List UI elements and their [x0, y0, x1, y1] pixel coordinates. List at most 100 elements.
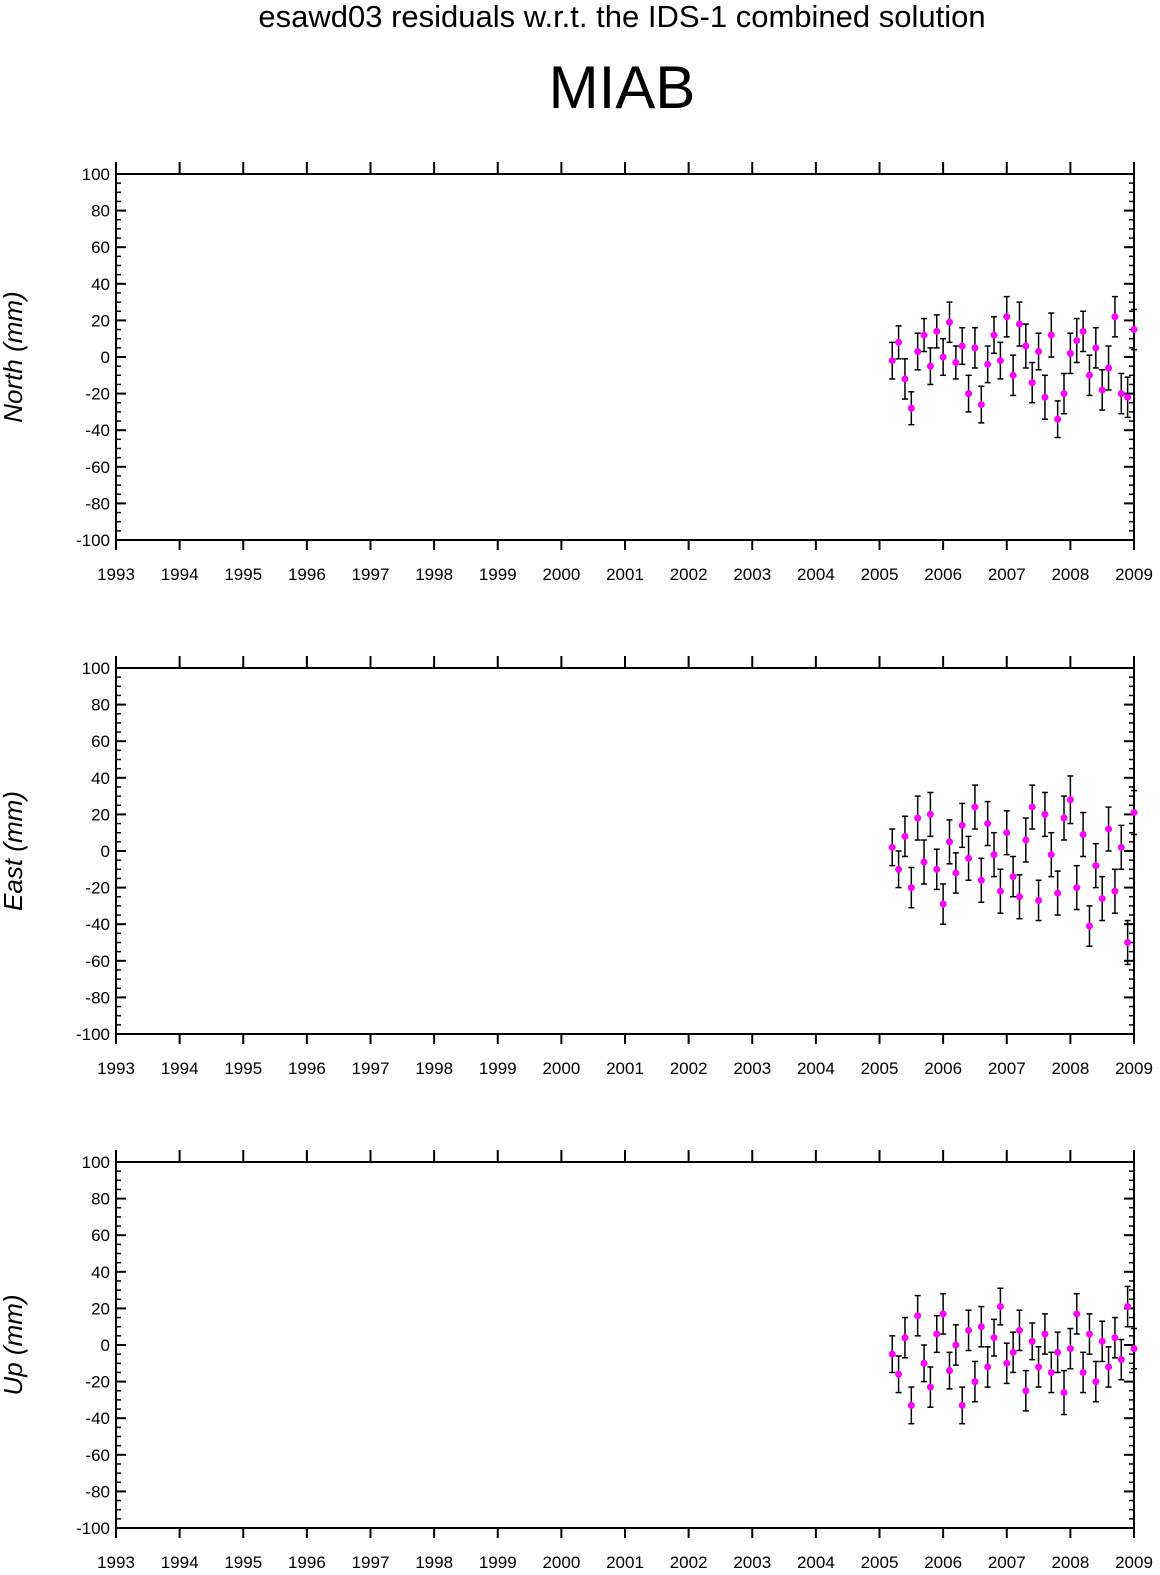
data-point: [977, 1323, 985, 1331]
data-point: [1028, 379, 1036, 387]
data-point: [1028, 1337, 1036, 1345]
data-point: [914, 1312, 922, 1320]
data-point: [920, 331, 928, 339]
data-point: [926, 810, 934, 818]
data-point: [958, 342, 966, 350]
y-tick-label: -20: [85, 879, 110, 898]
data-point: [1130, 1345, 1138, 1353]
data-point: [1105, 364, 1113, 372]
data-point: [965, 1326, 973, 1334]
north-plot-frame: [115, 173, 1135, 541]
y-tick-label: 0: [101, 348, 110, 367]
y-tick-label: -40: [85, 915, 110, 934]
data-point: [1054, 1348, 1062, 1356]
data-point: [1047, 331, 1055, 339]
x-tick-label: 1995: [224, 1059, 262, 1078]
data-point: [1009, 873, 1017, 881]
data-point: [1117, 843, 1125, 851]
x-tick-label: 2008: [1051, 1059, 1089, 1078]
y-tick-label: 40: [91, 275, 110, 294]
y-tick-label: -60: [85, 952, 110, 971]
y-tick-label: -40: [85, 421, 110, 440]
east-plot-frame: [115, 667, 1135, 1035]
data-point: [1105, 825, 1113, 833]
y-tick-label: -20: [85, 385, 110, 404]
x-tick-label: 1999: [479, 1059, 517, 1078]
data-point: [1130, 809, 1138, 817]
x-tick-label: 1993: [97, 1553, 135, 1572]
data-point: [1073, 1310, 1081, 1318]
data-point: [952, 869, 960, 877]
data-point: [971, 344, 979, 352]
data-point: [958, 821, 966, 829]
y-tick-label: 100: [82, 659, 110, 678]
data-point: [1041, 1330, 1049, 1338]
y-tick-label: 80: [91, 202, 110, 221]
y-tick-label: -80: [85, 1482, 110, 1501]
y-tick-label: -60: [85, 458, 110, 477]
up-panel: 100 80 60 40 20 0 -20 -40 -60 -80 -100 1993 1994 1995…: [0, 1150, 1153, 1572]
x-tick-label: 2000: [542, 565, 580, 584]
data-point: [1009, 371, 1017, 379]
y-tick-label: 20: [91, 1299, 110, 1318]
data-point: [1124, 393, 1132, 401]
x-tick-label: 1997: [352, 565, 390, 584]
x-tick-label: 2001: [606, 1553, 644, 1572]
data-point: [945, 1367, 953, 1375]
x-tick-label: 2006: [924, 565, 962, 584]
x-tick-label: 2003: [733, 1059, 771, 1078]
x-tick-label: 2001: [606, 565, 644, 584]
x-tick-label: 2008: [1051, 1553, 1089, 1572]
data-point: [907, 1401, 915, 1409]
x-tick-label: 1996: [288, 1553, 326, 1572]
data-point: [1092, 344, 1100, 352]
data-point: [1028, 803, 1036, 811]
data-point: [920, 858, 928, 866]
data-point: [1079, 831, 1087, 839]
data-point: [1035, 896, 1043, 904]
data-point: [1098, 386, 1106, 394]
data-point: [1003, 829, 1011, 837]
y-tick-label: 80: [91, 1190, 110, 1209]
x-tick-label: 1997: [352, 1059, 390, 1078]
x-tick-label: 1993: [97, 1059, 135, 1078]
y-tick-label: 0: [101, 842, 110, 861]
x-tick-label: 2003: [733, 565, 771, 584]
data-point: [939, 353, 947, 361]
data-point: [901, 1334, 909, 1342]
y-tick-label: -100: [76, 531, 110, 550]
up-axis-label: Up (mm): [0, 1294, 28, 1395]
y-tick-label: -60: [85, 1446, 110, 1465]
data-point: [990, 851, 998, 859]
y-tick-label: -40: [85, 1409, 110, 1428]
x-tick-label: 1999: [479, 1553, 517, 1572]
data-point: [1111, 313, 1119, 321]
data-point: [1047, 851, 1055, 859]
data-point: [965, 390, 973, 398]
data-point: [1022, 1387, 1030, 1395]
x-tick-label: 2005: [861, 1059, 899, 1078]
data-point: [1003, 1359, 1011, 1367]
data-point: [1047, 1368, 1055, 1376]
north-panel: 100 80 60 40 20 0 -20 -40 -60 -80 -100 1993 1994 1995…: [0, 162, 1153, 584]
x-tick-label: 1996: [288, 1059, 326, 1078]
data-point: [920, 1359, 928, 1367]
y-tick-label: 60: [91, 732, 110, 751]
y-tick-label: 60: [91, 1226, 110, 1245]
x-tick-label: 1998: [415, 565, 453, 584]
data-point: [933, 1330, 941, 1338]
data-point: [996, 357, 1004, 365]
data-point: [895, 865, 903, 873]
east-panel: 100 80 60 40 20 0 -20 -40 -60 -80 -100 1993 1994 1995…: [0, 656, 1153, 1078]
data-point: [926, 362, 934, 370]
data-point: [1015, 893, 1023, 901]
data-point: [907, 404, 915, 412]
data-point: [1085, 1330, 1093, 1338]
data-point: [1041, 393, 1049, 401]
data-point: [933, 327, 941, 335]
data-point: [945, 838, 953, 846]
data-point: [1111, 887, 1119, 895]
data-point: [952, 1341, 960, 1349]
x-tick-label: 2007: [988, 565, 1026, 584]
